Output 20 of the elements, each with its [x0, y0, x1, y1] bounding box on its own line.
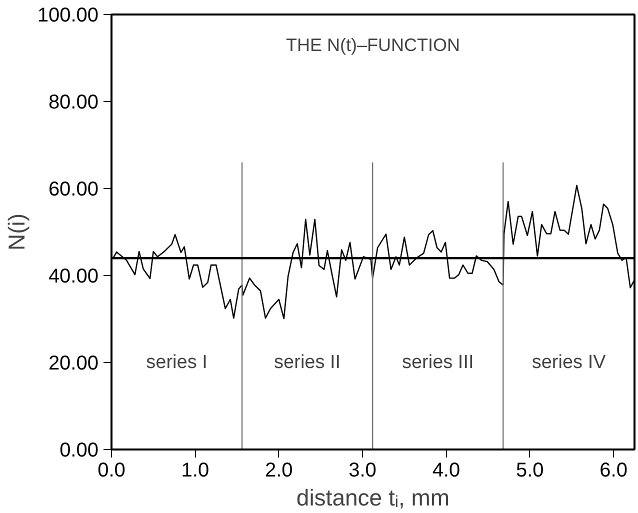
y-tick-label: 80.00 — [48, 92, 99, 114]
text: THE N(t)–FUNCTION — [286, 34, 460, 55]
x-tick-label: 1.0 — [181, 460, 210, 482]
x-tick-label: 3.0 — [348, 460, 376, 482]
x-tick-label: 5.0 — [516, 460, 544, 482]
annotation: series I — [146, 352, 208, 373]
x-tick-label: 4.0 — [432, 460, 460, 482]
x-axis-title: distance tᵢ, mm — [296, 484, 450, 510]
y-tick-label: 100.00 — [37, 4, 98, 26]
x-tick-label: 6.0 — [600, 460, 628, 482]
annotation: series II — [274, 352, 341, 373]
annotation: series III — [402, 352, 474, 373]
y-tick-label: 20.00 — [48, 352, 99, 374]
annotation: series IV — [532, 352, 606, 373]
x-tick-label: 0.0 — [98, 460, 126, 482]
y-axis-title: N(i) — [3, 213, 30, 251]
y-tick-label: 0.00 — [60, 440, 99, 462]
y-tick-label: 60.00 — [48, 178, 99, 200]
y-tick-label: 40.00 — [48, 266, 99, 288]
x-tick-label: 2.0 — [264, 460, 293, 482]
